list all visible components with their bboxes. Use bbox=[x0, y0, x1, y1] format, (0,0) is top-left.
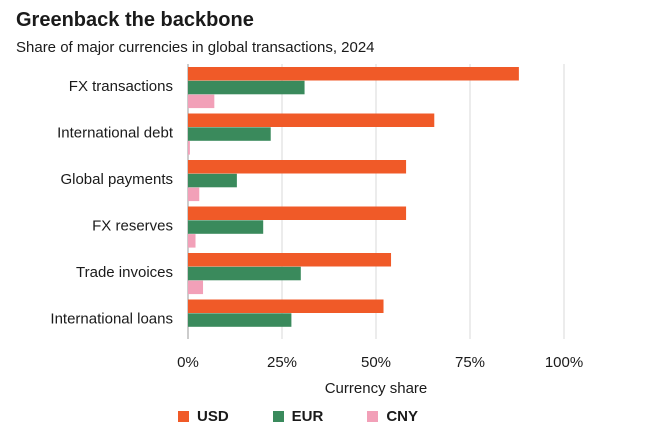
bar-usd bbox=[188, 67, 519, 81]
legend-item-eur: EUR bbox=[272, 408, 324, 425]
legend-label: USD bbox=[197, 408, 229, 425]
legend-label: EUR bbox=[291, 408, 324, 425]
chart-title: Greenback the backbone bbox=[16, 9, 254, 31]
bar-eur bbox=[188, 80, 305, 95]
category-label: Trade invoices bbox=[76, 264, 173, 281]
category-label: FX reserves bbox=[92, 218, 173, 235]
x-tick-label: 0% bbox=[177, 354, 199, 371]
legend-item-cny: CNY bbox=[367, 408, 418, 425]
legend-item-usd: USD bbox=[178, 408, 229, 425]
category-label: FX transactions bbox=[69, 78, 173, 95]
x-axis-title: Currency share bbox=[325, 380, 428, 397]
legend-label: CNY bbox=[386, 408, 419, 425]
chart-subtitle: Share of major currencies in global tran… bbox=[16, 39, 375, 56]
legend-swatch bbox=[272, 411, 284, 422]
bar-chart: FX transactions International debt Global … bbox=[50, 64, 583, 397]
x-tick-label: 25% bbox=[267, 354, 297, 371]
x-tick-labels: 0% 25% 50% 75% 100% bbox=[177, 354, 583, 371]
bar-eur bbox=[188, 127, 271, 141]
bars bbox=[188, 67, 519, 327]
bar-usd bbox=[188, 206, 407, 220]
bar-cny bbox=[188, 280, 204, 295]
category-labels: FX transactions International debt Global … bbox=[50, 78, 173, 328]
bar-cny bbox=[188, 141, 190, 155]
bar-cny bbox=[188, 187, 200, 202]
bar-eur bbox=[188, 220, 264, 234]
legend-swatch bbox=[367, 411, 379, 422]
legend-swatch bbox=[178, 411, 189, 422]
bar-eur bbox=[188, 266, 301, 281]
bar-usd bbox=[188, 299, 384, 313]
category-label: International debt bbox=[57, 125, 174, 142]
bar-cny bbox=[188, 94, 215, 109]
bar-eur bbox=[188, 173, 237, 188]
category-label: Global payments bbox=[60, 171, 173, 188]
category-label: International loans bbox=[50, 311, 173, 328]
bar-usd bbox=[188, 113, 435, 127]
bar-cny bbox=[188, 234, 196, 248]
x-tick-label: 100% bbox=[545, 354, 583, 371]
x-tick-label: 50% bbox=[361, 354, 391, 371]
gridlines bbox=[187, 64, 565, 339]
bar-eur bbox=[188, 313, 292, 327]
bar-usd bbox=[188, 253, 392, 267]
x-tick-label: 75% bbox=[455, 354, 485, 371]
legend: USD EUR CNY bbox=[178, 408, 418, 425]
bar-usd bbox=[188, 160, 407, 174]
